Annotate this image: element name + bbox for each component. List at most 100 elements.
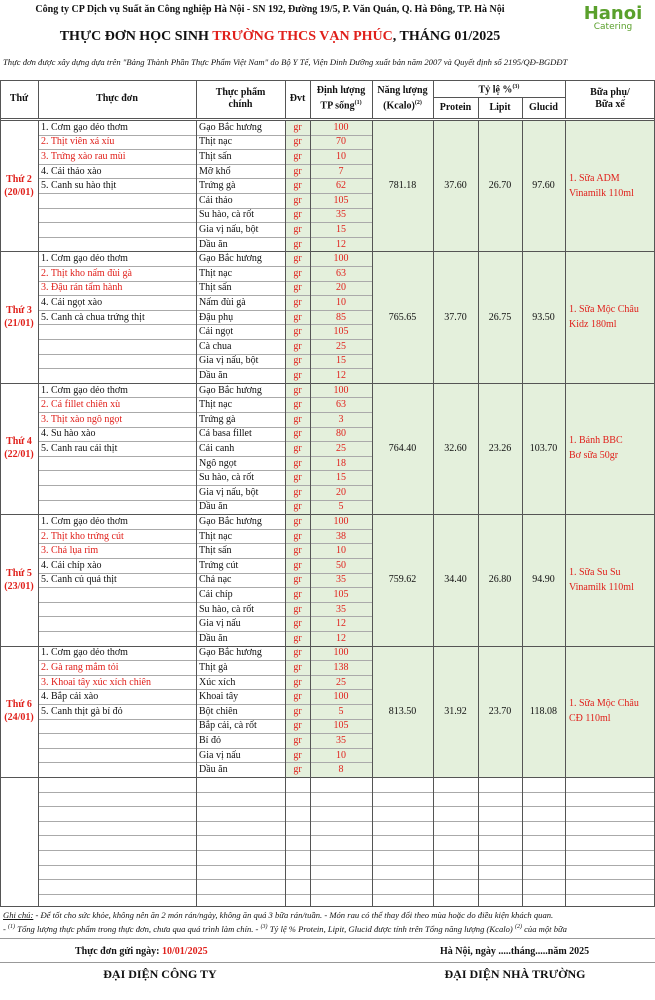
snack-line: Bơ sữa 50gr: [569, 450, 619, 462]
grid-line: [0, 645, 655, 647]
logo-main: Hanoi: [583, 3, 643, 24]
lipit: 26.75: [488, 311, 512, 323]
ingredient: Đậu phụ: [199, 311, 234, 323]
unit: gr: [293, 282, 302, 294]
grid-line: [0, 382, 655, 384]
grid-line: [38, 222, 372, 224]
grid-line: [38, 747, 372, 749]
quantity: 50: [336, 559, 346, 571]
quantity: 20: [336, 486, 346, 498]
dish: 4. Bắp cải xào: [41, 691, 99, 703]
dish: 4. Cải chíp xào: [41, 559, 102, 571]
sent-label: Thực đơn gửi ngày:: [75, 946, 163, 957]
header-food: Thực phẩm chính: [196, 80, 285, 118]
unit: gr: [293, 194, 302, 206]
sent-value: 10/01/2025: [162, 946, 208, 957]
dish: 5. Canh cà chua trứng thịt: [41, 311, 145, 323]
ingredient: Chả nạc: [199, 574, 232, 586]
unit: gr: [293, 413, 302, 425]
grid-line: [285, 120, 286, 906]
snack-line: CĐ 110ml: [569, 713, 611, 725]
dish: 3. Chả lụa rim: [41, 545, 99, 557]
ingredient: Cải chíp: [199, 588, 233, 600]
snack-line: 1. Sữa Su Su: [569, 566, 621, 578]
unit: gr: [293, 326, 302, 338]
day-date: (23/01): [4, 580, 34, 592]
quantity: 12: [336, 238, 346, 250]
header-lipit: Lipit: [478, 97, 522, 118]
header-text: Tỷ lệ %(3): [478, 83, 520, 96]
grid-line: [38, 193, 372, 194]
sent-date: Thực đơn gửi ngày: 10/01/2025: [75, 946, 208, 957]
grid-line: [38, 485, 372, 486]
unit: gr: [293, 384, 302, 396]
header-ratio: Tỷ lệ %(3): [433, 80, 565, 97]
grid-line: [433, 120, 434, 906]
unit: gr: [293, 749, 302, 761]
ingredient: Thịt sấn: [199, 545, 232, 557]
dish: 5. Canh thịt gà bí đỏ: [41, 705, 123, 717]
grid-line: [0, 80, 655, 81]
quantity: 5: [338, 705, 344, 717]
school-name: TRƯỜNG THCS VẠN PHÚC: [212, 29, 393, 44]
grid-line: [196, 80, 197, 118]
quantity: 105: [333, 720, 349, 732]
dish: 4. Cải thảo xào: [41, 165, 102, 177]
ingredient: Gia vị nấu: [199, 618, 241, 630]
quantity: 70: [336, 136, 346, 148]
note-text: Tổng lượng thực phẩm trong thực đơn, chư…: [15, 924, 261, 934]
day-name: Thứ 4: [6, 436, 32, 448]
quantity: 10: [336, 150, 346, 162]
header-text: Năng lượng: [377, 85, 428, 97]
grid-line: [38, 733, 372, 735]
unit: gr: [293, 180, 302, 192]
unit: gr: [293, 705, 302, 717]
dish: 1. Cơm gạo dẻo thơm: [41, 515, 128, 527]
energy: 813.50: [388, 705, 417, 717]
grid-line: [565, 120, 566, 906]
grid-line: [38, 893, 655, 895]
unit: gr: [293, 559, 302, 571]
unit: gr: [293, 691, 302, 703]
grid-line: [38, 820, 655, 822]
grid-line: [38, 879, 655, 881]
protein: 34.40: [444, 574, 467, 586]
snack-line: 1. Bánh BBC: [569, 435, 623, 447]
dish: 5. Canh củ quả thịt: [41, 574, 117, 586]
quantity: 100: [333, 647, 349, 659]
glucid: 103.70: [529, 442, 558, 454]
header-text: (Kcalo)(2): [383, 100, 422, 112]
grid-line: [38, 441, 372, 443]
energy: 781.18: [388, 180, 417, 192]
ingredient: Cải thảo: [199, 194, 233, 206]
grid-line: [38, 631, 372, 632]
dish: 1. Cơm gạo dẻo thơm: [41, 384, 128, 396]
note-sup: (3): [260, 924, 268, 931]
logo-sub: Catering: [593, 22, 633, 32]
ingredient: Su hào, cà rốt: [199, 209, 254, 221]
quantity: 35: [336, 574, 346, 586]
ingredient: Dầu ăn: [199, 501, 228, 513]
header-unit: Đvt: [285, 80, 310, 118]
day-name: Thứ 6: [6, 699, 32, 711]
unit: gr: [293, 734, 302, 746]
unit: gr: [293, 676, 302, 688]
header-text: Bữa phụ/: [590, 87, 630, 98]
ingredient: Thịt nạc: [199, 530, 233, 542]
ingredient: Dầu ăn: [199, 632, 228, 644]
quantity: 18: [336, 457, 346, 469]
ingredient: Gạo Bắc hương: [199, 515, 262, 527]
unit: gr: [293, 574, 302, 586]
snack-line: 1. Sữa ADM: [569, 172, 620, 184]
unit: gr: [293, 603, 302, 615]
grid-line: [38, 178, 372, 180]
grid-line: [38, 689, 372, 691]
unit: gr: [293, 355, 302, 367]
note-text: -: [3, 924, 9, 934]
grid-line: [0, 80, 1, 906]
snack-line: Kidz 180ml: [569, 319, 617, 331]
grid-line: [0, 514, 655, 516]
unit: gr: [293, 223, 302, 235]
grid-line: [478, 120, 479, 906]
unit: gr: [293, 720, 302, 732]
